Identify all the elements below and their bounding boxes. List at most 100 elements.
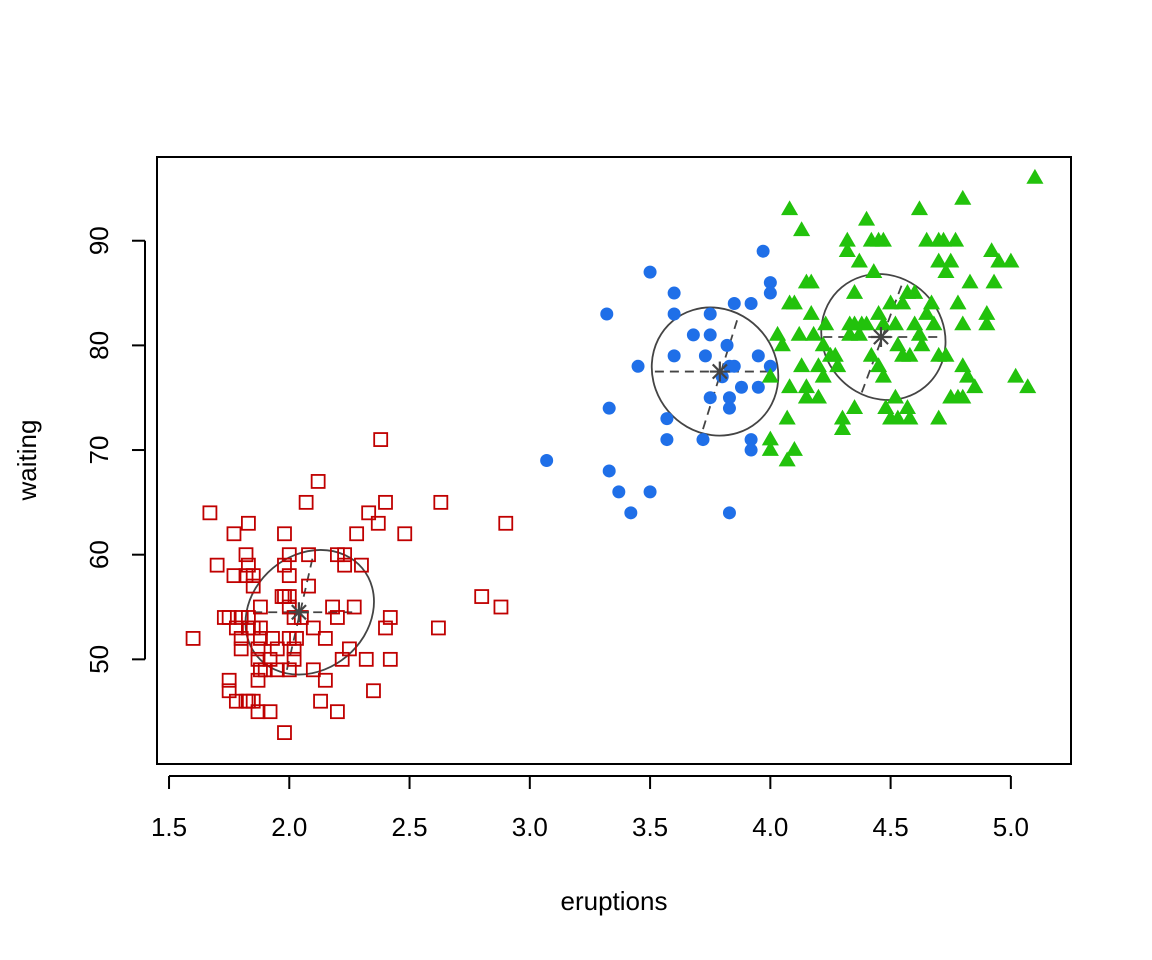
y-tick-label: 60 bbox=[84, 540, 114, 569]
data-point-triangle bbox=[838, 231, 856, 247]
data-point-circle bbox=[763, 276, 777, 290]
data-point-square bbox=[202, 505, 218, 521]
x-axis-title: eruptions bbox=[561, 886, 668, 916]
data-point-square bbox=[329, 704, 345, 720]
data-point-square bbox=[310, 474, 326, 489]
data-point-square bbox=[240, 557, 256, 573]
data-point-triangle bbox=[761, 430, 779, 446]
data-point-square bbox=[361, 505, 377, 521]
data-point-circle bbox=[602, 401, 616, 415]
data-point-circle bbox=[667, 286, 681, 300]
y-axis-title: waiting bbox=[12, 420, 42, 502]
data-point-triangle bbox=[966, 378, 984, 394]
data-point-triangle bbox=[1002, 252, 1020, 268]
data-point-triangle bbox=[814, 336, 832, 352]
data-point-square bbox=[349, 526, 365, 542]
data-point-square bbox=[226, 526, 242, 542]
data-point-square bbox=[342, 641, 357, 657]
cluster-axis-dash bbox=[286, 554, 315, 671]
data-point-circle bbox=[751, 349, 765, 363]
data-point-square bbox=[286, 641, 302, 657]
data-point-triangle bbox=[889, 336, 907, 352]
data-point-triangle bbox=[874, 231, 892, 247]
data-point-square bbox=[382, 651, 398, 667]
data-point-triangle bbox=[862, 346, 880, 362]
data-point-triangle bbox=[850, 325, 868, 341]
star-stroke bbox=[291, 604, 307, 621]
data-point-triangle bbox=[870, 304, 888, 320]
data-point-square bbox=[245, 568, 261, 584]
data-point-triangle bbox=[910, 200, 929, 216]
data-point-triangle bbox=[961, 273, 979, 289]
cluster-center-star bbox=[870, 327, 891, 348]
data-point-triangle bbox=[894, 294, 912, 310]
data-point-square bbox=[257, 662, 273, 678]
y-tick-label: 80 bbox=[84, 331, 114, 360]
data-point-circle bbox=[703, 391, 717, 405]
x-tick-label: 4.5 bbox=[873, 812, 909, 842]
data-point-square bbox=[378, 494, 393, 510]
x-tick-label: 2.0 bbox=[271, 812, 307, 842]
data-point-square bbox=[262, 704, 278, 720]
data-point-circle bbox=[660, 412, 674, 426]
data-point-square bbox=[286, 651, 302, 667]
data-point-circle bbox=[696, 433, 710, 447]
star-stroke bbox=[711, 363, 728, 380]
data-point-triangle bbox=[946, 231, 965, 247]
data-point-circle bbox=[643, 485, 657, 499]
data-point-triangle bbox=[898, 399, 916, 415]
cluster-axis-dash bbox=[860, 282, 904, 393]
data-point-triangle bbox=[930, 252, 948, 268]
data-point-triangle bbox=[886, 315, 904, 331]
data-point-square bbox=[240, 610, 256, 625]
data-point-circle bbox=[667, 307, 681, 321]
data-point-square bbox=[277, 557, 292, 573]
data-point-triangle bbox=[913, 336, 931, 352]
data-point-circle bbox=[722, 506, 736, 520]
data-point-square bbox=[366, 683, 381, 699]
data-point-circle bbox=[703, 307, 717, 321]
data-point-triangle bbox=[870, 357, 888, 373]
data-point-triangle bbox=[1026, 168, 1044, 184]
data-point-triangle bbox=[934, 231, 953, 247]
x-tick-label: 5.0 bbox=[993, 812, 1029, 842]
data-point-circle bbox=[722, 401, 736, 415]
data-point-square bbox=[250, 704, 266, 720]
data-point-triangle bbox=[959, 367, 977, 383]
y-axis: 50 60 70 80 90 bbox=[84, 226, 146, 674]
data-point-triangle bbox=[1007, 367, 1025, 383]
data-point-triangle bbox=[773, 336, 791, 352]
data-point-circle bbox=[540, 454, 554, 467]
y-tick-label: 70 bbox=[84, 436, 114, 465]
data-point-triangle bbox=[850, 252, 868, 268]
data-point-triangle bbox=[805, 325, 823, 341]
data-point-triangle bbox=[922, 294, 941, 310]
data-point-triangle bbox=[797, 388, 815, 404]
data-point-square bbox=[221, 672, 237, 688]
data-point-circle bbox=[631, 359, 645, 373]
data-point-square bbox=[301, 578, 316, 594]
data-point-triangle bbox=[797, 378, 815, 394]
data-point-square bbox=[474, 589, 490, 604]
data-point-triangle bbox=[826, 346, 844, 362]
data-point-circle bbox=[722, 391, 736, 405]
data-point-square bbox=[238, 547, 254, 563]
data-point-square bbox=[337, 557, 353, 573]
data-point-square bbox=[433, 494, 449, 510]
data-point-circle bbox=[698, 349, 712, 363]
data-point-square bbox=[378, 620, 393, 636]
data-point-triangle bbox=[882, 294, 900, 310]
data-point-square bbox=[277, 725, 292, 741]
data-point-square bbox=[250, 641, 266, 657]
data-point-triangle bbox=[889, 409, 907, 425]
data-point-triangle bbox=[802, 273, 820, 289]
data-point-circle bbox=[624, 506, 638, 520]
data-point-square bbox=[228, 620, 244, 636]
data-point-triangle bbox=[886, 388, 904, 404]
data-point-circle bbox=[727, 297, 741, 311]
data-point-square bbox=[269, 641, 285, 657]
data-point-circle bbox=[660, 433, 674, 447]
data-point-square bbox=[185, 631, 201, 646]
data-point-square bbox=[245, 693, 261, 709]
data-point-circle bbox=[612, 485, 626, 499]
